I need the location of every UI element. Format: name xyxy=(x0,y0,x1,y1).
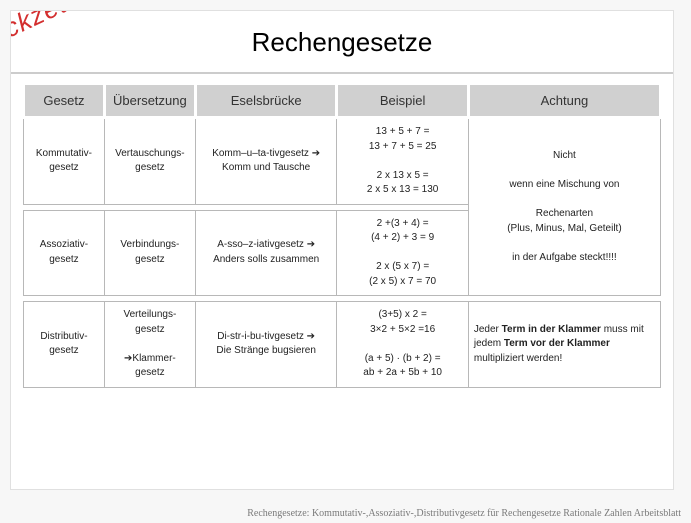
cell-eselsbruecke: A-sso–z-iativgesetz ➔Anders solls zusamm… xyxy=(195,210,337,296)
laws-table: Gesetz Übersetzung Eselsbrücke Beispiel … xyxy=(22,82,662,388)
cell-beispiel: (3+5) x 2 =3×2 + 5×2 =16(a + 5) · (b + 2… xyxy=(337,302,468,388)
image-caption: Rechengesetze: Kommutativ-,Assoziativ-,D… xyxy=(247,508,681,519)
cell-gesetz: Distributiv-gesetz xyxy=(24,302,105,388)
col-achtung: Achtung xyxy=(468,84,660,118)
cell-beispiel: 2 +(3 + 4) =(4 + 2) + 3 = 92 x (5 x 7) =… xyxy=(337,210,468,296)
col-beispiel: Beispiel xyxy=(337,84,468,118)
table-row: Distributiv-gesetz Verteilungs-gesetz➔Kl… xyxy=(24,302,661,388)
page-title: Rechengesetze xyxy=(11,11,673,74)
cell-uebersetzung: Vertauschungs-gesetz xyxy=(104,118,195,205)
cell-achtung-warning: Nicht wenn eine Mischung von Rechenarten… xyxy=(468,118,660,296)
cell-uebersetzung: Verbindungs-gesetz xyxy=(104,210,195,296)
col-eselsbruecke: Eselsbrücke xyxy=(195,84,337,118)
cell-uebersetzung: Verteilungs-gesetz➔Klammer-gesetz xyxy=(104,302,195,388)
cell-gesetz: Kommutativ-gesetz xyxy=(24,118,105,205)
col-gesetz: Gesetz xyxy=(24,84,105,118)
cell-beispiel: 13 + 5 + 7 =13 + 7 + 5 = 252 x 13 x 5 =2… xyxy=(337,118,468,205)
col-uebersetzung: Übersetzung xyxy=(104,84,195,118)
table-row: Kommutativ-gesetz Vertauschungs-gesetz K… xyxy=(24,118,661,205)
cell-eselsbruecke: Komm–u–ta-tivgesetz ➔Komm und Tausche xyxy=(195,118,337,205)
cell-eselsbruecke: Di-str-i-bu-tivgesetz ➔Die Stränge bugsi… xyxy=(195,302,337,388)
cell-gesetz: Assoziativ-gesetz xyxy=(24,210,105,296)
cell-achtung-note: Jeder Term in der Klammer muss mit jedem… xyxy=(468,302,660,388)
table-header-row: Gesetz Übersetzung Eselsbrücke Beispiel … xyxy=(24,84,661,118)
worksheet-sheet: ickzet Rechengesetze Gesetz Übersetzung … xyxy=(10,10,674,490)
